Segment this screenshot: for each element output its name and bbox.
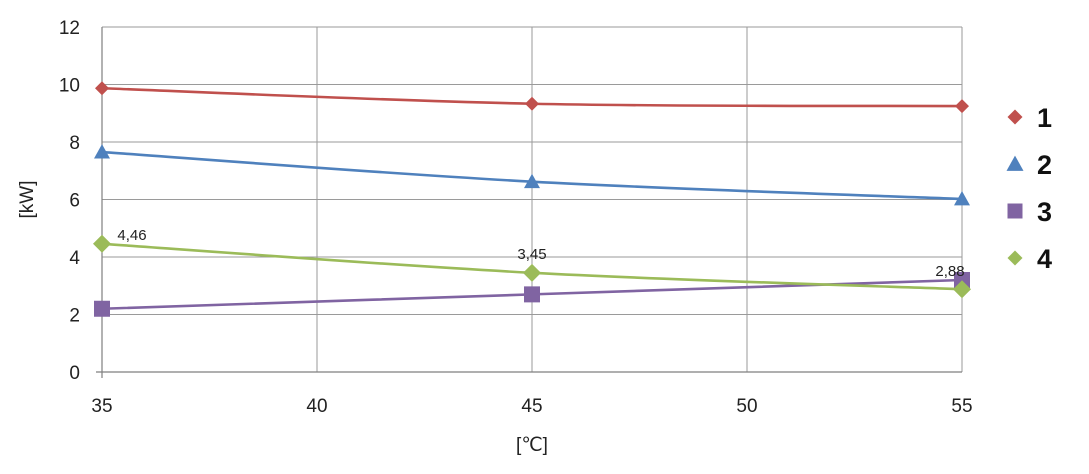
- data-labels: 4,46 3,45 2,88: [117, 227, 964, 280]
- series-4-point: [523, 263, 541, 282]
- legend-label: 2: [1037, 150, 1052, 180]
- legend-item-2: 2: [1006, 150, 1052, 180]
- y-tick-label: 12: [59, 18, 80, 39]
- data-label: 2,88: [935, 263, 964, 280]
- x-tick-label: 55: [951, 396, 972, 417]
- series-1-point: [95, 81, 109, 96]
- series-1-point: [525, 96, 539, 111]
- y-axis-label: [kW]: [17, 181, 38, 219]
- series-4-point: [93, 234, 111, 253]
- series-2-point: [524, 173, 540, 189]
- x-axis-label: [℃]: [516, 435, 548, 456]
- y-tick-label: 0: [69, 363, 80, 384]
- tick-labels: 0 2 4 6 8 10 12 35 40 45 50 55: [59, 18, 973, 417]
- series-1-point: [955, 99, 969, 114]
- legend-label: 3: [1037, 197, 1052, 227]
- legend: 1 2 3 4: [1006, 103, 1052, 274]
- data-label: 4,46: [117, 227, 146, 244]
- x-tick-label: 35: [91, 396, 112, 417]
- series-2-point: [94, 144, 110, 159]
- series-3-point: [524, 286, 540, 303]
- y-tick-label: 10: [59, 76, 80, 97]
- series-3-point: [94, 300, 110, 317]
- legend-label: 4: [1037, 244, 1052, 274]
- axes: [96, 27, 962, 378]
- y-tick-label: 4: [69, 248, 80, 269]
- x-tick-label: 40: [306, 396, 327, 417]
- x-tick-label: 45: [521, 396, 542, 417]
- legend-item-3: 3: [1007, 197, 1052, 227]
- legend-item-4: 4: [1007, 244, 1052, 274]
- legend-marker: [1006, 155, 1024, 171]
- legend-marker: [1007, 203, 1023, 219]
- series-2-point: [954, 191, 970, 206]
- grid-lines: [101, 26, 963, 373]
- y-tick-label: 6: [69, 191, 80, 212]
- legend-marker: [1007, 250, 1023, 266]
- x-tick-label: 50: [736, 396, 757, 417]
- y-tick-label: 8: [69, 133, 80, 154]
- series-3-point: [954, 272, 970, 288]
- series-markers: [93, 81, 971, 317]
- legend-label: 1: [1037, 103, 1052, 133]
- legend-item-1: 1: [1007, 103, 1052, 133]
- legend-marker: [1007, 109, 1023, 125]
- series-4-point: [953, 280, 971, 299]
- data-label: 3,45: [517, 246, 546, 263]
- y-tick-label: 2: [69, 306, 80, 327]
